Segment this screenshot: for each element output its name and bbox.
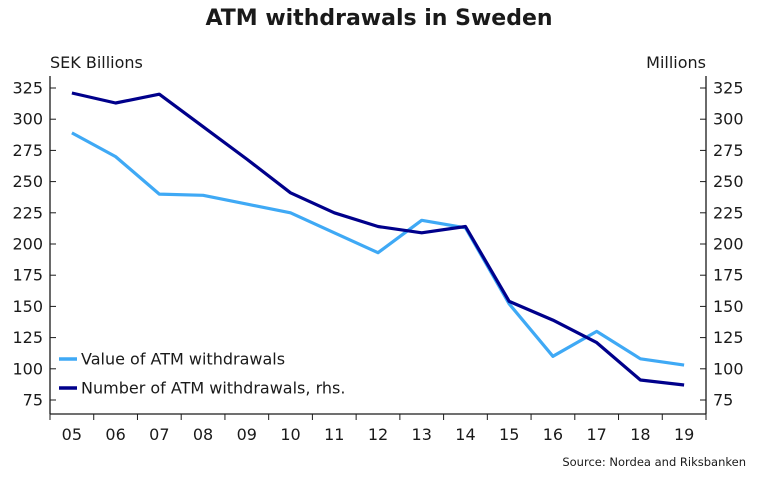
series-2-point: [202, 125, 204, 127]
series-1-point: [333, 232, 335, 234]
x-tick-label: 08: [193, 425, 213, 444]
series-1-point: [639, 358, 641, 360]
legend-label-1: Value of ATM withdrawals: [81, 350, 285, 369]
series-1-point: [683, 364, 685, 366]
series-1-point: [377, 252, 379, 254]
series-1-point: [158, 193, 160, 195]
right-tick-label: 300: [713, 110, 744, 129]
x-tick-label: 11: [324, 425, 344, 444]
series-2-point: [683, 384, 685, 386]
series-2-point: [595, 341, 597, 343]
x-tick-label: 19: [674, 425, 694, 444]
x-tick-label: 18: [630, 425, 650, 444]
left-tick-label: 150: [12, 297, 43, 316]
right-tick-label: 250: [713, 172, 744, 191]
right-tick-label: 175: [713, 266, 744, 285]
right-tick-label: 125: [713, 328, 744, 347]
x-tick-label: 10: [280, 425, 300, 444]
series-2-point: [333, 212, 335, 214]
left-tick-label: 250: [12, 172, 43, 191]
left-tick-label: 175: [12, 266, 43, 285]
x-tick-label: 06: [105, 425, 125, 444]
series-line-1: [71, 131, 685, 367]
right-tick-label: 150: [713, 297, 744, 316]
x-tick-label: 15: [499, 425, 519, 444]
series-2-point: [71, 92, 73, 94]
series-2-point: [377, 225, 379, 227]
source-note: Source: Nordea and Riksbanken: [562, 455, 746, 469]
right-tick-label: 225: [713, 203, 744, 222]
left-tick-label: 100: [12, 359, 43, 378]
left-tick-label: 300: [12, 110, 43, 129]
left-tick-label: 225: [12, 203, 43, 222]
x-tick-label: 17: [586, 425, 606, 444]
right-tick-label: 275: [713, 141, 744, 160]
series-1-point: [71, 132, 73, 134]
series-2-point: [552, 319, 554, 321]
series-1-point: [114, 155, 116, 157]
series-1-point: [246, 203, 248, 205]
x-tick-label: 12: [368, 425, 388, 444]
series-2-point: [114, 102, 116, 104]
legend-label-2: Number of ATM withdrawals, rhs.: [81, 379, 345, 398]
series-1-point: [202, 194, 204, 196]
x-tick-label: 14: [455, 425, 475, 444]
left-tick-label: 200: [12, 235, 43, 254]
series-2-point: [508, 300, 510, 302]
right-tick-label: 75: [713, 391, 733, 410]
series-2-point: [639, 379, 641, 381]
series-1-point: [421, 219, 423, 221]
series-2-point: [158, 93, 160, 95]
chart-title: ATM withdrawals in Sweden: [205, 6, 553, 31]
left-tick-label: 325: [12, 79, 43, 98]
x-tick-label: 09: [237, 425, 257, 444]
right-tick-label: 200: [713, 235, 744, 254]
series-1-point: [595, 330, 597, 332]
x-tick-label: 13: [412, 425, 432, 444]
series-1-point: [289, 212, 291, 214]
left-tick-label: 75: [23, 391, 43, 410]
series-2-point: [246, 158, 248, 160]
left-tick-label: 125: [12, 328, 43, 347]
right-tick-label: 100: [713, 359, 744, 378]
x-tick-label: 07: [149, 425, 169, 444]
left-tick-label: 275: [12, 141, 43, 160]
right-axis-title: Millions: [646, 53, 706, 72]
series-2-point: [421, 232, 423, 234]
series-2-point: [289, 192, 291, 194]
x-tick-label: 05: [62, 425, 82, 444]
right-tick-label: 325: [713, 79, 744, 98]
series-line-2: [71, 91, 685, 387]
left-axis-title: SEK Billions: [50, 53, 143, 72]
series-2-point: [464, 225, 466, 227]
series-1-point: [552, 355, 554, 357]
x-tick-label: 16: [543, 425, 563, 444]
